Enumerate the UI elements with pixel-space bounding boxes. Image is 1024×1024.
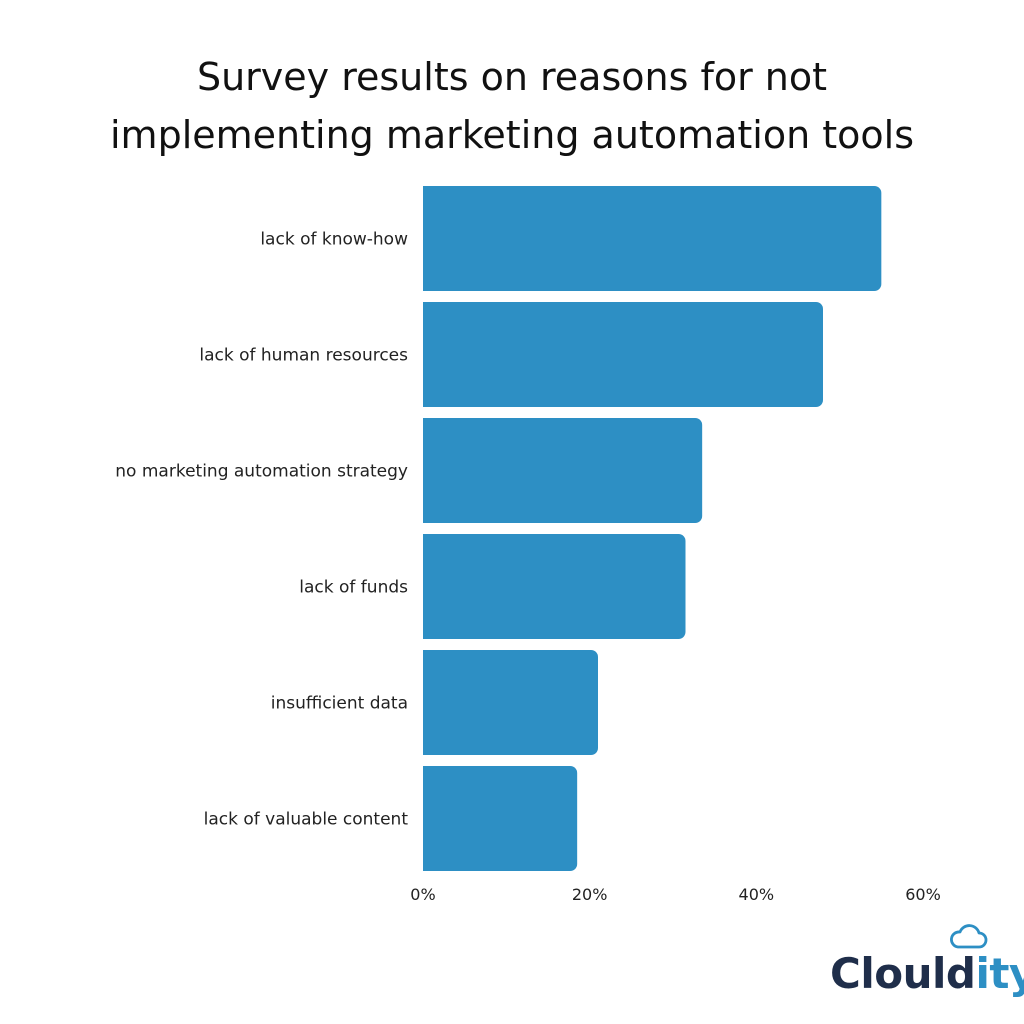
chart-title: Survey results on reasons for not implem…: [0, 48, 1024, 164]
x-tick-label-0: 0%: [410, 885, 435, 904]
bar-0-edge: [423, 186, 433, 291]
bar-4: [423, 650, 598, 755]
category-label-4: insufficient data: [271, 694, 408, 714]
bar-5: [423, 766, 578, 871]
brand-logo: Clouldity: [830, 920, 1024, 1010]
category-labels-group: lack of know-how lack of human resources n…: [115, 230, 408, 830]
brand-name-dark: Clould: [830, 949, 976, 998]
bar-1: [423, 302, 823, 407]
chart-title-line-1: Survey results on reasons for not: [196, 55, 828, 99]
bar-0: [423, 186, 882, 291]
category-label-3: lack of funds: [299, 578, 408, 598]
category-label-0: lack of know-how: [260, 230, 408, 250]
category-label-2: no marketing automation strategy: [115, 462, 408, 482]
bar-2: [423, 418, 703, 523]
bar-3: [423, 534, 686, 639]
bar-2-edge: [423, 418, 433, 523]
x-tick-label-2: 40%: [739, 885, 775, 904]
x-tick-label-3: 60%: [905, 885, 941, 904]
bar-3-edge: [423, 534, 433, 639]
bars-group: [423, 186, 882, 871]
brand-wordmark: Clouldity: [830, 948, 1024, 1000]
bar-4-edge: [423, 650, 433, 755]
category-label-1: lack of human resources: [199, 346, 408, 366]
category-label-5: lack of valuable content: [204, 810, 409, 830]
chart-title-line-2: implementing marketing automation tools: [110, 113, 914, 157]
x-tick-label-1: 20%: [572, 885, 608, 904]
bar-5-edge: [423, 766, 433, 871]
x-axis-ticks-group: 0% 20% 40% 60%: [410, 885, 940, 904]
cloud-icon: [950, 924, 988, 949]
brand-name-accent: ity: [975, 949, 1024, 998]
bar-1-edge: [423, 302, 433, 407]
